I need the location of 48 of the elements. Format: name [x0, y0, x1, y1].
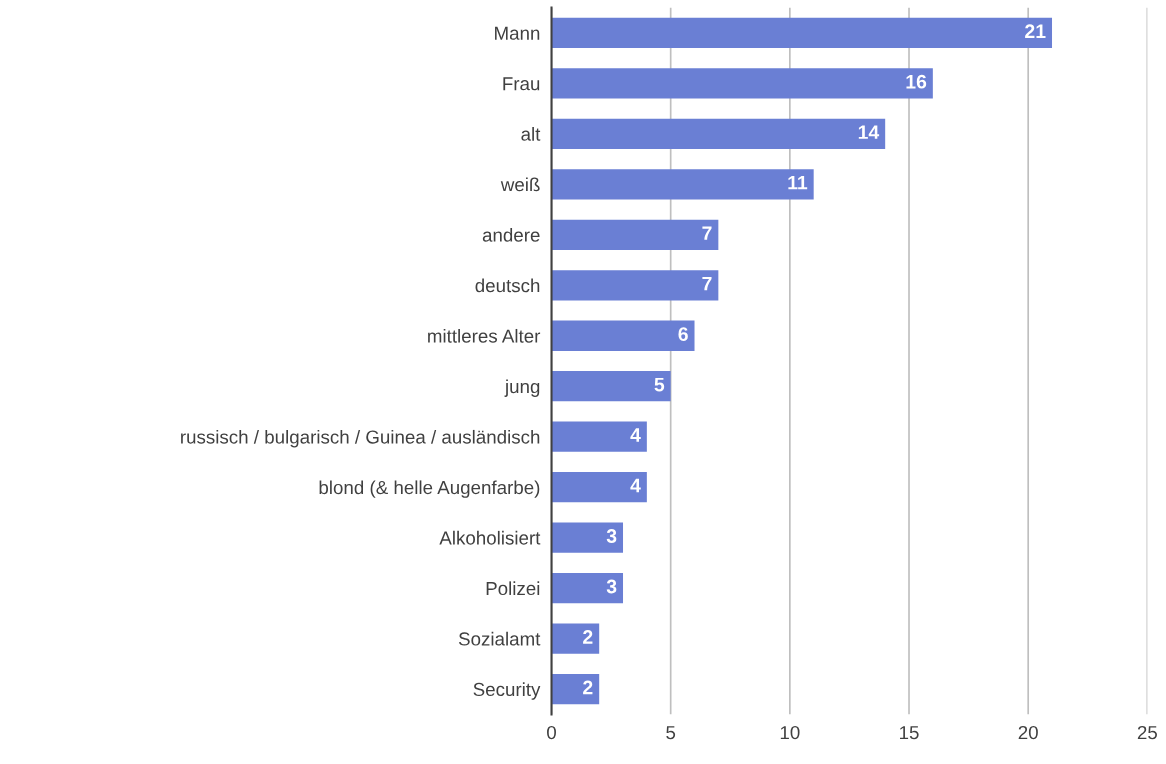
y-tick-label: blond (& helle Augenfarbe) [319, 480, 540, 498]
data-label: 3 [606, 579, 617, 594]
y-tick-label: Frau [503, 77, 540, 91]
bar [551, 118, 886, 149]
y-tick-label: weiß [500, 177, 540, 192]
bar [551, 169, 814, 200]
data-label: 7 [702, 226, 712, 240]
x-tick-label: 5 [666, 726, 676, 740]
x-tick-label: 20 [1018, 725, 1038, 740]
y-tick-label: mittleres Alter [428, 328, 541, 343]
bar [551, 371, 671, 402]
bar [551, 573, 624, 604]
data-label: 16 [906, 74, 927, 89]
bar [551, 421, 647, 452]
data-label: 5 [654, 377, 665, 392]
bar [551, 673, 600, 705]
bar [551, 522, 624, 553]
data-label: 7 [702, 276, 712, 291]
bar [551, 320, 695, 351]
data-label: 2 [583, 630, 593, 644]
data-label: 14 [858, 125, 880, 139]
bar [551, 68, 933, 99]
bar [551, 17, 1053, 49]
y-tick-label: deutsch [475, 278, 540, 293]
data-label: 4 [630, 478, 641, 493]
bar [551, 219, 719, 250]
x-tick-label: 10 [780, 725, 800, 740]
y-tick-label: andere [482, 228, 540, 242]
bar [551, 623, 600, 654]
x-tick-label: 0 [547, 725, 556, 740]
x-tick-label: 25 [1137, 725, 1157, 740]
bar [551, 472, 647, 503]
data-label: 2 [583, 680, 593, 695]
bar [551, 270, 719, 301]
y-tick-label: Security [473, 682, 541, 700]
data-label: 3 [606, 529, 617, 543]
y-tick-label: Mann [495, 26, 540, 40]
y-tick-label: Polizei [486, 581, 540, 596]
data-label: 11 [788, 175, 808, 190]
y-tick-label: Sozialamt [458, 631, 541, 646]
y-tick-label: Alkoholisiert [439, 530, 541, 545]
data-label: 21 [1025, 24, 1046, 38]
y-tick-label: russisch / bulgarisch / Guinea / ausländisch [181, 429, 540, 448]
y-tick-label: jung [504, 379, 540, 397]
y-tick-label: alt [521, 127, 541, 141]
x-tick-label: 15 [900, 726, 919, 740]
data-label: 4 [630, 428, 641, 442]
data-label: 6 [678, 327, 688, 341]
